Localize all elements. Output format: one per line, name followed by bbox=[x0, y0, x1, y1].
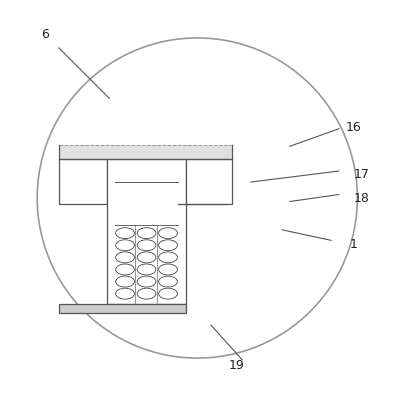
Text: 19: 19 bbox=[229, 360, 244, 372]
Text: 1: 1 bbox=[349, 238, 357, 251]
Text: 16: 16 bbox=[346, 121, 361, 134]
Bar bbox=[59, 304, 186, 313]
Bar bbox=[186, 159, 232, 204]
Bar bbox=[59, 145, 232, 159]
Text: 17: 17 bbox=[353, 168, 369, 181]
Bar bbox=[59, 159, 107, 204]
Text: 18: 18 bbox=[353, 192, 369, 204]
Text: 6: 6 bbox=[41, 27, 49, 40]
Bar bbox=[107, 159, 186, 304]
